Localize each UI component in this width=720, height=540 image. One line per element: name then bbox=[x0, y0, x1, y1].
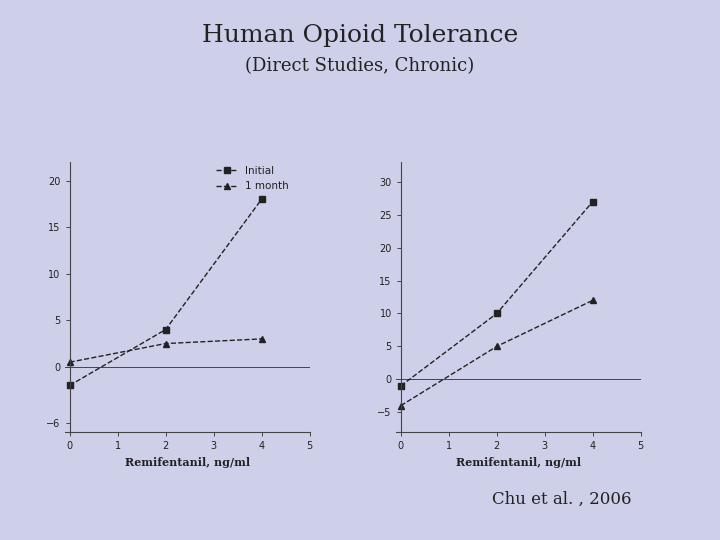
1 month bbox=[397, 402, 405, 409]
Text: Chu et al. , 2006: Chu et al. , 2006 bbox=[492, 491, 631, 508]
1 month bbox=[161, 340, 170, 347]
Line: 1 month: 1 month bbox=[397, 297, 596, 409]
X-axis label: Remifentanil, ng/ml: Remifentanil, ng/ml bbox=[456, 457, 581, 468]
1 month bbox=[66, 359, 74, 366]
Initial bbox=[66, 382, 74, 389]
X-axis label: Remifentanil, ng/ml: Remifentanil, ng/ml bbox=[125, 457, 250, 468]
Legend: Initial, 1 month: Initial, 1 month bbox=[212, 162, 293, 195]
Text: Human Opioid Tolerance: Human Opioid Tolerance bbox=[202, 24, 518, 48]
1 month bbox=[257, 336, 266, 342]
Initial bbox=[492, 310, 501, 316]
Initial bbox=[397, 383, 405, 389]
Line: Initial: Initial bbox=[397, 198, 596, 389]
Line: Initial: Initial bbox=[66, 196, 265, 389]
Initial bbox=[161, 326, 170, 333]
1 month bbox=[492, 343, 501, 349]
Text: (Direct Studies, Chronic): (Direct Studies, Chronic) bbox=[246, 57, 474, 75]
1 month bbox=[588, 297, 597, 303]
Initial bbox=[257, 196, 266, 202]
Initial bbox=[588, 198, 597, 205]
Line: 1 month: 1 month bbox=[66, 335, 265, 366]
